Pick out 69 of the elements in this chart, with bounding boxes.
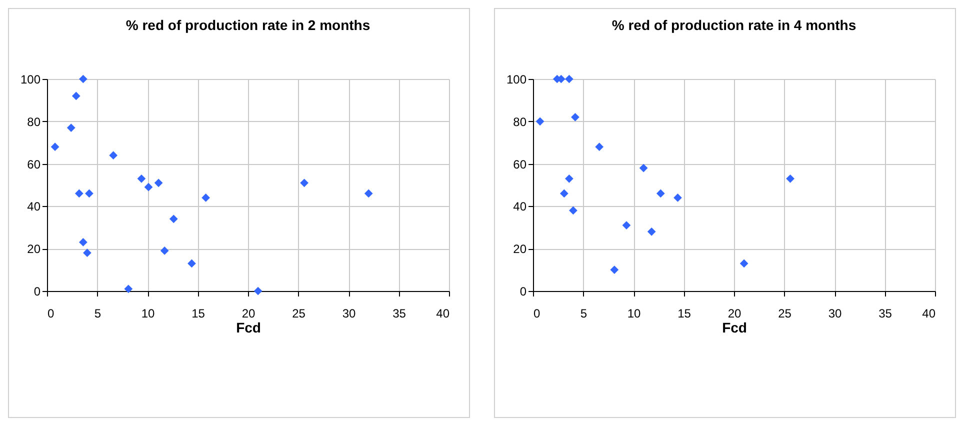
- y-tick-label: 80: [27, 114, 41, 129]
- x-tick-label: 30: [828, 306, 842, 320]
- x-tick-label: 25: [778, 306, 792, 320]
- x-tick-label: 15: [192, 306, 206, 320]
- point: [144, 182, 153, 192]
- point: [202, 194, 210, 202]
- point: [674, 194, 682, 202]
- point: [72, 92, 80, 100]
- point: [169, 214, 178, 224]
- x-tick-label: 40: [436, 306, 450, 320]
- y-tick-label: 40: [513, 200, 527, 214]
- point: [78, 74, 88, 84]
- y-tick-label: 20: [513, 242, 527, 256]
- point: [109, 151, 118, 160]
- x-tick-label: 0: [48, 306, 54, 320]
- point: [740, 259, 748, 268]
- x-tick-label: 5: [580, 306, 588, 320]
- y-tick-label: 60: [27, 157, 41, 172]
- y-tick-label: 80: [513, 114, 527, 129]
- x-tick-label: 35: [392, 306, 406, 320]
- point: [50, 142, 60, 152]
- point: [595, 142, 604, 152]
- point: [564, 74, 574, 84]
- point: [85, 189, 94, 198]
- x-tick-label: 0: [534, 306, 540, 320]
- point: [137, 174, 146, 183]
- point: [78, 238, 88, 246]
- point: [569, 206, 578, 215]
- y-tick-label: 40: [27, 200, 41, 214]
- point: [560, 189, 568, 198]
- point: [66, 124, 76, 132]
- chart-title: % red of production rate in 4 months: [612, 17, 856, 33]
- point: [124, 284, 133, 294]
- x-axis-title: Fcd: [236, 320, 261, 336]
- point: [74, 189, 84, 198]
- point: [639, 164, 648, 172]
- x-tick-label: 10: [141, 306, 155, 320]
- point: [154, 178, 163, 188]
- point: [364, 189, 373, 198]
- x-tick-label: 5: [94, 306, 102, 320]
- point: [647, 227, 656, 236]
- y-tick-label: 100: [506, 72, 527, 86]
- point: [160, 246, 169, 255]
- point: [300, 178, 308, 188]
- x-tick-label: 35: [878, 306, 892, 320]
- x-axis-title: Fcd: [722, 320, 747, 336]
- point: [536, 117, 544, 126]
- x-tick-label: 25: [292, 306, 306, 320]
- point: [83, 248, 92, 258]
- point: [188, 259, 196, 268]
- point: [564, 174, 574, 183]
- y-tick-label: 0: [520, 284, 527, 298]
- chart-title: % red of production rate in 2 months: [126, 17, 370, 33]
- x-tick-label: 30: [342, 306, 356, 320]
- x-tick-label: 40: [922, 306, 936, 320]
- x-tick-label: 20: [728, 306, 742, 320]
- y-tick-label: 20: [27, 242, 41, 256]
- point: [622, 221, 631, 230]
- x-tick-label: 10: [627, 306, 641, 320]
- y-tick-label: 100: [20, 72, 41, 86]
- point: [571, 112, 580, 122]
- x-tick-label: 20: [242, 306, 256, 320]
- point: [254, 286, 262, 296]
- point: [786, 174, 794, 183]
- point: [610, 266, 619, 274]
- y-tick-label: 60: [513, 157, 527, 172]
- point: [656, 189, 665, 198]
- x-tick-label: 15: [678, 306, 692, 320]
- y-tick-label: 0: [34, 284, 41, 298]
